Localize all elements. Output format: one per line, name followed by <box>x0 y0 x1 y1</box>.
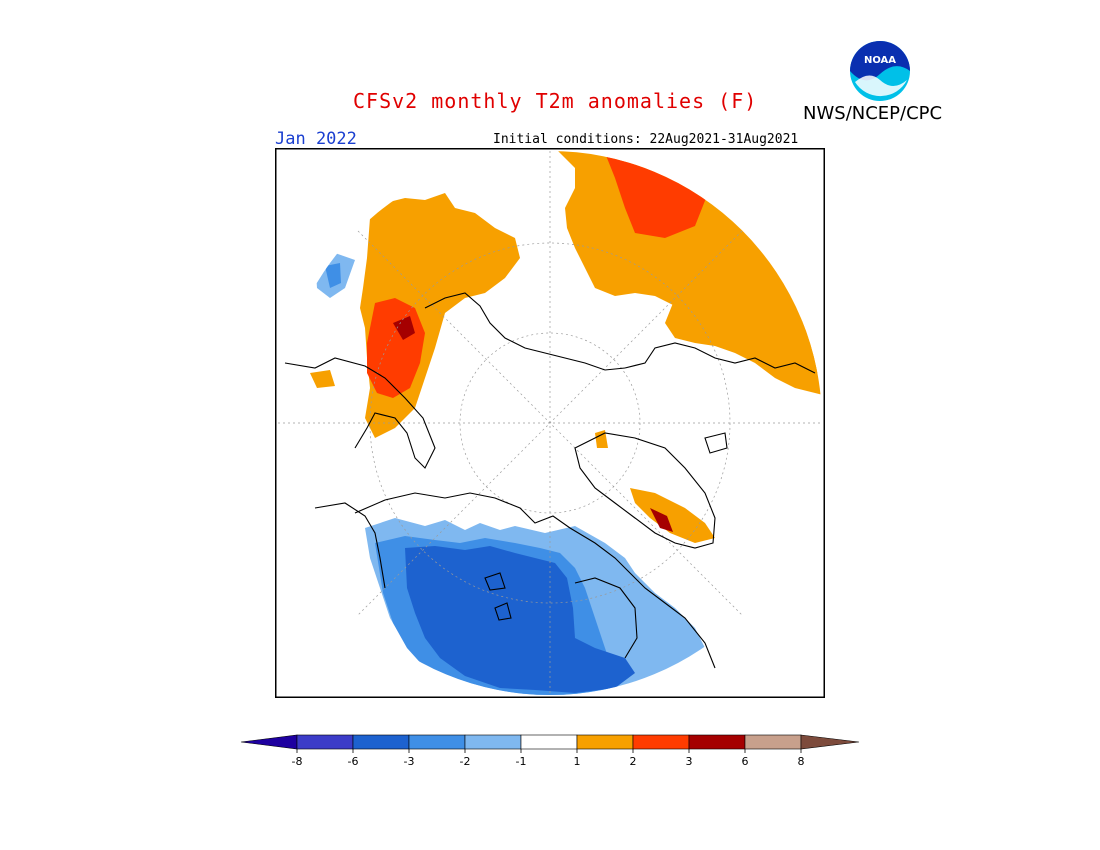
colorbar-bin <box>520 734 578 750</box>
agency-label: NWS/NCEP/CPC <box>803 103 943 124</box>
cold-region-europe-2 <box>325 263 341 288</box>
colorbar-tick-label: -8 <box>292 755 303 768</box>
very-hot-region-europe <box>393 316 415 340</box>
warm-region-svalbard <box>595 430 608 448</box>
coast-island <box>484 572 506 591</box>
map-frame <box>275 148 825 698</box>
map-title: CFSv2 monthly T2m anomalies (F) <box>353 89 758 113</box>
colorbar-tick-label: 2 <box>630 755 637 768</box>
coast-lake <box>494 602 512 621</box>
colorbar-tick-label: 6 <box>742 755 749 768</box>
colorbar: -8 -6 -3 -2 -1 1 2 3 6 8 <box>240 734 860 768</box>
coast-iceland <box>704 432 728 454</box>
colorbar-bin <box>688 734 746 750</box>
noaa-logo-text: NOAA <box>864 55 896 66</box>
colorbar-tick-label: 3 <box>686 755 693 768</box>
colorbar-tick-label: -6 <box>348 755 359 768</box>
initial-conditions: Initial conditions: 22Aug2021-31Aug2021 <box>493 132 799 147</box>
coast-greenland <box>574 432 716 549</box>
colorbar-bin <box>352 734 410 750</box>
colorbar-bin <box>464 734 522 750</box>
colorbar-bin <box>744 734 802 750</box>
colorbar-tick-label: -3 <box>404 755 415 768</box>
colorbar-arrow-high <box>800 734 860 750</box>
coast-hudson <box>574 577 638 659</box>
cold-region-strong <box>405 546 635 693</box>
colorbar-tick-label: 1 <box>574 755 581 768</box>
colorbar-bin <box>296 734 354 750</box>
warm-region-mediterranean <box>310 370 335 388</box>
target-month: Jan 2022 <box>275 129 357 149</box>
anomaly-map <box>275 148 825 698</box>
colorbar-tick-label: -1 <box>516 755 527 768</box>
coastlines <box>284 292 816 669</box>
hot-region-greenland <box>650 508 673 532</box>
colorbar-tick-label: -2 <box>460 755 471 768</box>
noaa-logo: NOAA <box>850 41 910 101</box>
colorbar-bin <box>632 734 690 750</box>
coast-scandinavia <box>424 292 626 371</box>
coast-eurasia <box>284 357 436 469</box>
colorbar-bin <box>408 734 466 750</box>
colorbar-arrow-low <box>240 734 298 750</box>
warm-region-fareast <box>665 298 822 398</box>
coast-canada <box>354 492 716 669</box>
coast-alaska <box>314 502 386 589</box>
colorbar-bin <box>576 734 634 750</box>
warm-region-greenland <box>630 488 715 543</box>
coast-siberia <box>624 342 816 374</box>
colorbar-tick-label: 8 <box>798 755 805 768</box>
